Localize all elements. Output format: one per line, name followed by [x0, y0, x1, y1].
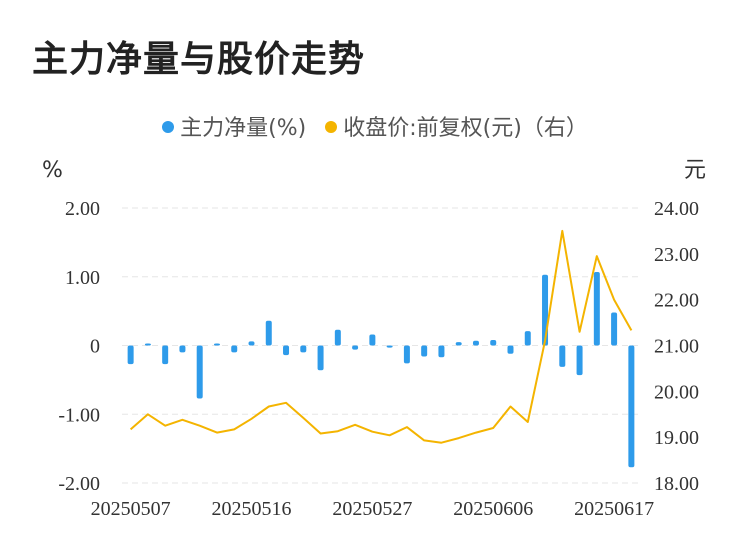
right-axis-unit: 元: [684, 158, 706, 183]
bar: [213, 343, 220, 346]
legend-label-net-volume: 主力净量(%): [180, 116, 307, 141]
grid-lines: [122, 207, 640, 484]
left-axis-unit: %: [42, 158, 63, 183]
bar: [248, 341, 255, 346]
left-axis-ticks: 2.00 1.00 0 -1.00 -2.00: [58, 198, 100, 495]
x-tick-label: 20250516: [212, 498, 292, 520]
bar: [472, 340, 479, 346]
line-series: [129, 229, 633, 444]
bar: [507, 345, 514, 354]
bar: [317, 345, 324, 371]
bar: [283, 345, 290, 356]
x-tick-label: 20250617: [574, 498, 654, 520]
x-tick-label: 20250606: [453, 498, 533, 520]
bar: [438, 345, 445, 358]
bar: [421, 345, 428, 357]
bar: [593, 271, 600, 346]
bar: [144, 343, 151, 346]
left-tick-label: -2.00: [58, 473, 100, 495]
right-tick-label: 20.00: [654, 381, 699, 403]
left-tick-label: -1.00: [58, 404, 100, 426]
right-tick-label: 22.00: [654, 290, 699, 312]
x-tick-label: 20250507: [91, 498, 171, 520]
left-tick-label: 1.00: [65, 267, 100, 289]
right-tick-label: 18.00: [654, 473, 699, 495]
bar: [455, 342, 462, 346]
bar: [352, 345, 359, 350]
legend: 主力净量(%) 收盘价:前复权(元)（右）: [0, 110, 750, 142]
bar: [403, 345, 410, 364]
chart-title: 主力净量与股价走势: [32, 39, 366, 80]
legend-label-close-price: 收盘价:前复权(元)（右）: [343, 116, 588, 141]
right-tick-label: 24.00: [654, 198, 699, 220]
bar: [628, 345, 635, 468]
bar: [386, 345, 393, 348]
right-tick-label: 21.00: [654, 336, 699, 358]
left-tick-label: 2.00: [65, 198, 100, 220]
bar: [334, 329, 341, 346]
bar: [559, 345, 566, 367]
legend-item-close-price[interactable]: 收盘价:前复权(元)（右）: [325, 110, 588, 142]
bar: [611, 312, 618, 346]
right-axis-ticks: 24.00 23.00 22.00 21.00 20.00 19.00 18.00: [654, 198, 699, 495]
left-tick-label: 0: [90, 336, 100, 358]
legend-item-net-volume[interactable]: 主力净量(%): [162, 110, 306, 142]
legend-dot-net-volume: [162, 121, 175, 133]
bar: [127, 345, 134, 365]
bar: [369, 334, 376, 346]
bar: [265, 320, 272, 346]
legend-dot-close-price: [325, 121, 338, 133]
bar: [179, 345, 186, 353]
x-axis-ticks: 20250507 20250516 20250527 20250606 20250617: [91, 498, 654, 520]
x-tick-label: 20250527: [332, 498, 412, 520]
bar: [196, 345, 203, 399]
bar-series: [127, 271, 635, 468]
bar: [490, 340, 497, 346]
right-tick-label: 23.00: [654, 244, 699, 266]
bar: [300, 345, 307, 353]
price-line: [129, 229, 633, 444]
bar: [524, 331, 531, 346]
bar: [576, 345, 583, 376]
bar: [162, 345, 169, 365]
bar: [231, 345, 238, 353]
right-tick-label: 19.00: [654, 427, 699, 449]
